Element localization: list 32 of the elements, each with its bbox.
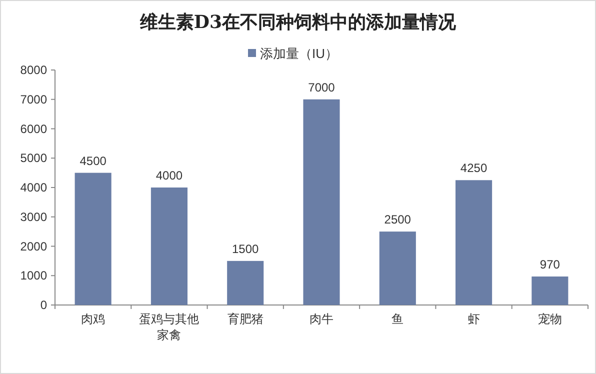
bar: [303, 99, 340, 305]
chart-title: 维生素D3在不同种饲料中的添加量情况: [138, 12, 458, 33]
data-label: 7000: [308, 80, 336, 94]
data-label: 1500: [232, 242, 260, 256]
y-tick-label: 3000: [20, 210, 48, 224]
x-tick-label: 肉鸡: [81, 312, 106, 326]
y-tick-label: 6000: [20, 122, 48, 136]
x-tick-label: 育肥猪: [227, 312, 264, 326]
x-tick-label: 宠物: [538, 312, 562, 326]
legend-label: 添加量（IU）: [260, 46, 338, 61]
bar: [456, 180, 492, 305]
y-tick-label: 4000: [20, 180, 48, 194]
data-label: 2500: [384, 212, 412, 227]
y-tick-label: 8000: [20, 63, 48, 77]
bar: [74, 172, 112, 305]
y-tick-label: 1000: [20, 268, 48, 283]
data-label: 4500: [80, 154, 107, 168]
data-label: 970: [540, 258, 560, 272]
x-tick-label: 鱼: [392, 312, 404, 326]
x-tick-label: 蛋鸡与其他家禽: [139, 312, 200, 342]
x-tick-label: 虾: [468, 312, 480, 326]
data-label: 4000: [156, 168, 183, 182]
bar: [379, 232, 416, 305]
bar: [532, 276, 568, 305]
y-tick-label: 2000: [20, 239, 48, 254]
x-tick-label: 肉牛: [310, 312, 334, 326]
y-tick-label: 0: [40, 298, 48, 312]
y-tick-label: 7000: [20, 92, 48, 106]
bar: [227, 260, 264, 305]
data-label: 4250: [460, 161, 488, 176]
bar: [150, 188, 188, 305]
y-tick-label: 5000: [20, 151, 48, 166]
